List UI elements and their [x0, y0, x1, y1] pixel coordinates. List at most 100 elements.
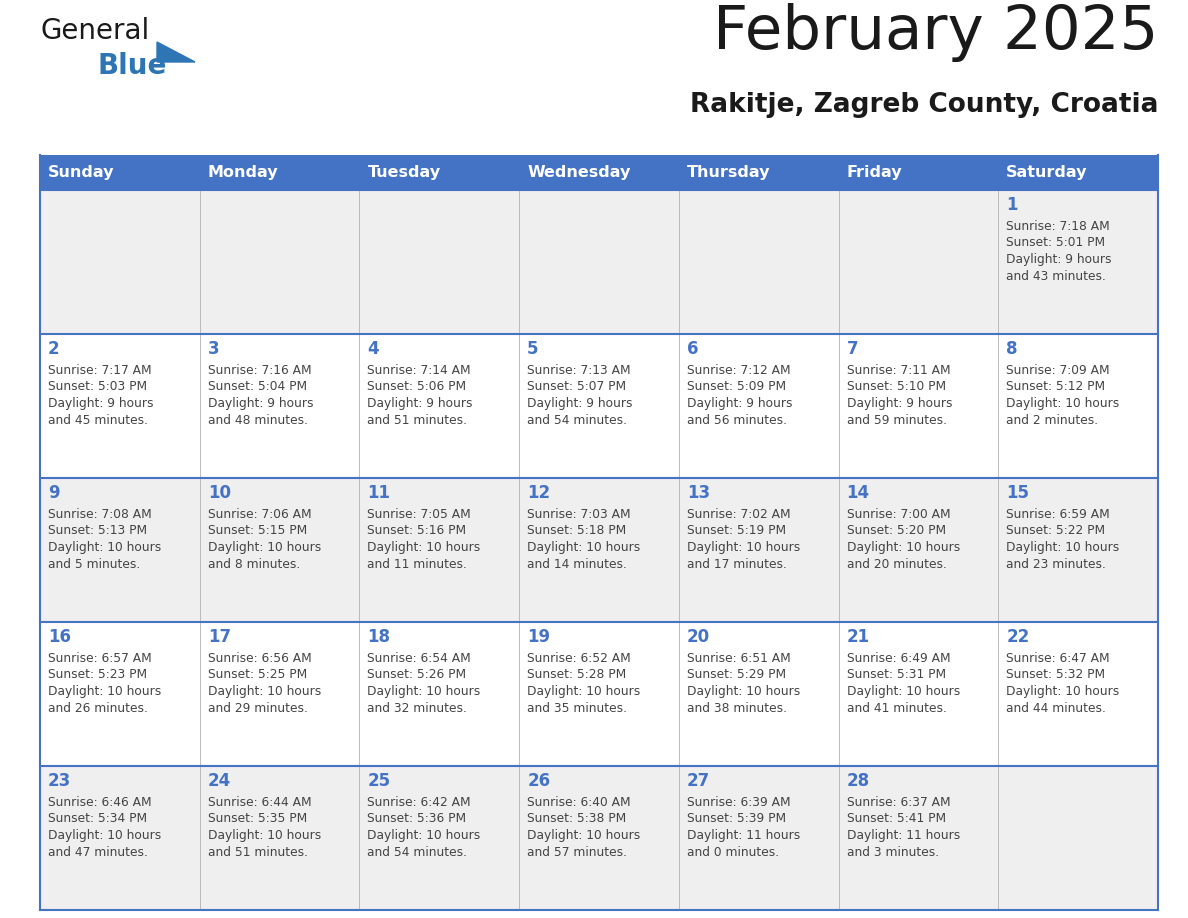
Text: and 44 minutes.: and 44 minutes.: [1006, 701, 1106, 714]
Text: Sunrise: 6:39 AM: Sunrise: 6:39 AM: [687, 796, 790, 809]
Text: 18: 18: [367, 628, 391, 646]
Text: 8: 8: [1006, 340, 1018, 358]
Text: Sunrise: 6:57 AM: Sunrise: 6:57 AM: [48, 652, 152, 665]
Text: Sunset: 5:18 PM: Sunset: 5:18 PM: [527, 524, 626, 538]
Text: Sunset: 5:10 PM: Sunset: 5:10 PM: [847, 380, 946, 394]
Text: Monday: Monday: [208, 165, 278, 180]
Text: Sunset: 5:32 PM: Sunset: 5:32 PM: [1006, 668, 1105, 681]
Text: and 57 minutes.: and 57 minutes.: [527, 845, 627, 858]
Text: Daylight: 10 hours: Daylight: 10 hours: [847, 685, 960, 698]
Text: 10: 10: [208, 484, 230, 502]
Text: Sunrise: 6:37 AM: Sunrise: 6:37 AM: [847, 796, 950, 809]
Text: Sunrise: 7:02 AM: Sunrise: 7:02 AM: [687, 508, 790, 521]
Text: Sunset: 5:41 PM: Sunset: 5:41 PM: [847, 812, 946, 825]
Text: 23: 23: [48, 772, 71, 790]
Text: 15: 15: [1006, 484, 1029, 502]
Text: Sunset: 5:12 PM: Sunset: 5:12 PM: [1006, 380, 1105, 394]
Text: and 35 minutes.: and 35 minutes.: [527, 701, 627, 714]
Text: Sunrise: 6:59 AM: Sunrise: 6:59 AM: [1006, 508, 1110, 521]
Text: Daylight: 10 hours: Daylight: 10 hours: [687, 541, 800, 554]
Text: and 56 minutes.: and 56 minutes.: [687, 413, 786, 427]
Text: Daylight: 10 hours: Daylight: 10 hours: [48, 829, 162, 842]
Text: and 17 minutes.: and 17 minutes.: [687, 557, 786, 570]
Text: Sunrise: 6:54 AM: Sunrise: 6:54 AM: [367, 652, 472, 665]
Text: and 32 minutes.: and 32 minutes.: [367, 701, 467, 714]
Text: and 54 minutes.: and 54 minutes.: [527, 413, 627, 427]
Text: Daylight: 11 hours: Daylight: 11 hours: [847, 829, 960, 842]
Text: Sunset: 5:06 PM: Sunset: 5:06 PM: [367, 380, 467, 394]
Text: Daylight: 9 hours: Daylight: 9 hours: [208, 397, 314, 410]
Text: 11: 11: [367, 484, 391, 502]
Text: and 23 minutes.: and 23 minutes.: [1006, 557, 1106, 570]
Text: 7: 7: [847, 340, 858, 358]
Text: 5: 5: [527, 340, 538, 358]
Text: 13: 13: [687, 484, 710, 502]
Polygon shape: [157, 42, 195, 62]
Text: 1: 1: [1006, 196, 1018, 214]
Text: Saturday: Saturday: [1006, 165, 1088, 180]
Text: Sunset: 5:29 PM: Sunset: 5:29 PM: [687, 668, 786, 681]
Text: Sunset: 5:13 PM: Sunset: 5:13 PM: [48, 524, 147, 538]
Text: and 43 minutes.: and 43 minutes.: [1006, 270, 1106, 283]
Text: Sunrise: 6:47 AM: Sunrise: 6:47 AM: [1006, 652, 1110, 665]
Text: Sunrise: 7:14 AM: Sunrise: 7:14 AM: [367, 364, 472, 377]
Text: 3: 3: [208, 340, 220, 358]
Text: Sunset: 5:38 PM: Sunset: 5:38 PM: [527, 812, 626, 825]
Text: Daylight: 11 hours: Daylight: 11 hours: [687, 829, 800, 842]
Bar: [40, 478, 1158, 622]
Text: and 0 minutes.: and 0 minutes.: [687, 845, 779, 858]
Text: Sunrise: 6:56 AM: Sunrise: 6:56 AM: [208, 652, 311, 665]
Text: Sunset: 5:15 PM: Sunset: 5:15 PM: [208, 524, 307, 538]
Text: General: General: [40, 17, 150, 45]
Text: Sunset: 5:20 PM: Sunset: 5:20 PM: [847, 524, 946, 538]
Text: Sunrise: 6:49 AM: Sunrise: 6:49 AM: [847, 652, 950, 665]
Text: Daylight: 9 hours: Daylight: 9 hours: [1006, 253, 1112, 266]
Text: Sunrise: 6:44 AM: Sunrise: 6:44 AM: [208, 796, 311, 809]
Text: Daylight: 10 hours: Daylight: 10 hours: [208, 685, 321, 698]
Text: Daylight: 10 hours: Daylight: 10 hours: [1006, 397, 1119, 410]
Text: and 20 minutes.: and 20 minutes.: [847, 557, 947, 570]
Text: and 54 minutes.: and 54 minutes.: [367, 845, 467, 858]
Text: and 47 minutes.: and 47 minutes.: [48, 845, 147, 858]
Text: Sunrise: 7:08 AM: Sunrise: 7:08 AM: [48, 508, 152, 521]
Text: Sunset: 5:34 PM: Sunset: 5:34 PM: [48, 812, 147, 825]
Text: Sunset: 5:03 PM: Sunset: 5:03 PM: [48, 380, 147, 394]
Text: Daylight: 10 hours: Daylight: 10 hours: [527, 541, 640, 554]
Text: Sunset: 5:19 PM: Sunset: 5:19 PM: [687, 524, 786, 538]
Text: 20: 20: [687, 628, 710, 646]
Text: Daylight: 10 hours: Daylight: 10 hours: [48, 541, 162, 554]
Text: and 51 minutes.: and 51 minutes.: [208, 845, 308, 858]
Text: Sunset: 5:07 PM: Sunset: 5:07 PM: [527, 380, 626, 394]
Text: Daylight: 10 hours: Daylight: 10 hours: [687, 685, 800, 698]
Text: Sunrise: 7:17 AM: Sunrise: 7:17 AM: [48, 364, 152, 377]
Text: and 29 minutes.: and 29 minutes.: [208, 701, 308, 714]
Text: Daylight: 10 hours: Daylight: 10 hours: [48, 685, 162, 698]
Text: 14: 14: [847, 484, 870, 502]
Text: Sunrise: 7:05 AM: Sunrise: 7:05 AM: [367, 508, 472, 521]
Text: Sunset: 5:16 PM: Sunset: 5:16 PM: [367, 524, 467, 538]
Text: 12: 12: [527, 484, 550, 502]
Text: Sunrise: 7:00 AM: Sunrise: 7:00 AM: [847, 508, 950, 521]
Text: Sunset: 5:04 PM: Sunset: 5:04 PM: [208, 380, 307, 394]
Text: Friday: Friday: [847, 165, 902, 180]
Text: and 38 minutes.: and 38 minutes.: [687, 701, 786, 714]
Text: Sunset: 5:31 PM: Sunset: 5:31 PM: [847, 668, 946, 681]
Text: Rakitje, Zagreb County, Croatia: Rakitje, Zagreb County, Croatia: [689, 92, 1158, 118]
Text: 26: 26: [527, 772, 550, 790]
Text: Daylight: 9 hours: Daylight: 9 hours: [367, 397, 473, 410]
Text: and 26 minutes.: and 26 minutes.: [48, 701, 147, 714]
Text: Sunset: 5:01 PM: Sunset: 5:01 PM: [1006, 237, 1105, 250]
Text: Thursday: Thursday: [687, 165, 770, 180]
Text: Daylight: 9 hours: Daylight: 9 hours: [687, 397, 792, 410]
Bar: [40, 766, 1158, 910]
Text: 22: 22: [1006, 628, 1030, 646]
Text: Daylight: 10 hours: Daylight: 10 hours: [1006, 685, 1119, 698]
Text: Daylight: 10 hours: Daylight: 10 hours: [527, 829, 640, 842]
Text: and 8 minutes.: and 8 minutes.: [208, 557, 299, 570]
Text: Daylight: 10 hours: Daylight: 10 hours: [527, 685, 640, 698]
Text: Daylight: 10 hours: Daylight: 10 hours: [367, 685, 481, 698]
Text: 21: 21: [847, 628, 870, 646]
Text: Sunrise: 6:52 AM: Sunrise: 6:52 AM: [527, 652, 631, 665]
Text: Sunrise: 7:11 AM: Sunrise: 7:11 AM: [847, 364, 950, 377]
Text: Sunrise: 6:42 AM: Sunrise: 6:42 AM: [367, 796, 472, 809]
